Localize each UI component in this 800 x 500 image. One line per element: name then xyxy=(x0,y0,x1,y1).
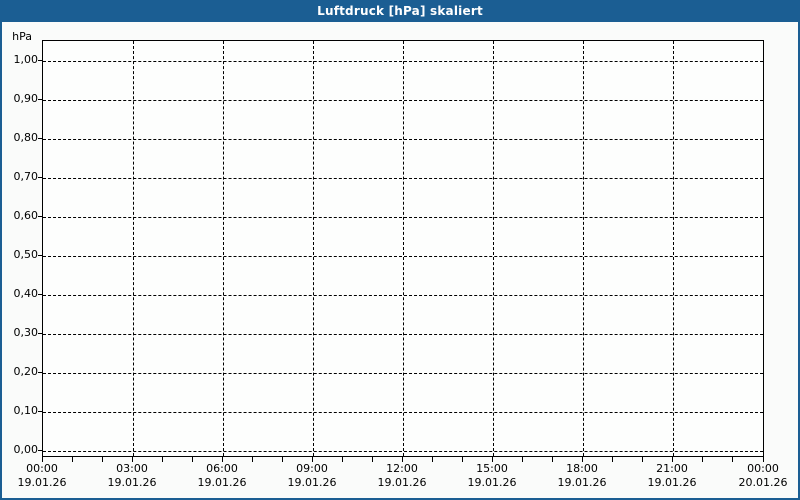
x-tick-mark xyxy=(162,457,163,462)
y-tick-mark xyxy=(38,294,43,295)
x-tick-time: 12:00 xyxy=(386,462,418,475)
x-tick-mark xyxy=(522,457,523,462)
x-tick-date: 19.01.26 xyxy=(557,476,607,489)
gridline-vertical xyxy=(133,41,134,456)
x-tick-mark xyxy=(42,457,43,462)
x-tick-mark xyxy=(582,457,583,462)
x-tick-label: 03:00 19.01.26 xyxy=(87,462,177,490)
x-tick-time: 00:00 xyxy=(747,462,779,475)
x-tick-mark xyxy=(372,457,373,462)
x-tick-mark xyxy=(72,457,73,462)
x-tick-label: 00:00 20.01.26 xyxy=(718,462,798,490)
y-tick-label: 0,50 xyxy=(13,248,39,261)
y-tick-mark xyxy=(38,450,43,451)
x-tick-mark xyxy=(672,457,673,462)
x-tick-label: 00:00 19.01.26 xyxy=(2,462,87,490)
x-tick-mark xyxy=(192,457,193,462)
x-tick-label: 06:00 19.01.26 xyxy=(177,462,267,490)
y-tick-label: 0,40 xyxy=(13,287,39,300)
x-tick-mark xyxy=(732,457,733,462)
gridline-vertical xyxy=(313,41,314,456)
x-tick-date: 19.01.26 xyxy=(17,476,67,489)
y-tick-label: 1,00 xyxy=(13,53,39,66)
y-tick-label: 0,60 xyxy=(13,209,39,222)
x-tick-label: 18:00 19.01.26 xyxy=(537,462,627,490)
y-tick-label: 0,90 xyxy=(13,92,39,105)
x-tick-date: 19.01.26 xyxy=(197,476,247,489)
page-title: Luftdruck [hPa] skaliert xyxy=(317,4,483,18)
y-tick-mark xyxy=(38,333,43,334)
x-tick-date: 20.01.26 xyxy=(738,476,788,489)
x-tick-mark xyxy=(102,457,103,462)
y-tick-label: 0,20 xyxy=(13,365,39,378)
x-tick-time: 00:00 xyxy=(26,462,58,475)
x-tick-time: 18:00 xyxy=(566,462,598,475)
x-tick-mark xyxy=(312,457,313,462)
x-tick-mark xyxy=(612,457,613,462)
x-tick-label: 12:00 19.01.26 xyxy=(357,462,447,490)
gridline-vertical xyxy=(673,41,674,456)
x-tick-label: 15:00 19.01.26 xyxy=(447,462,537,490)
gridline-vertical xyxy=(493,41,494,456)
x-tick-label: 09:00 19.01.26 xyxy=(267,462,357,490)
y-tick-label: 0,00 xyxy=(13,443,39,456)
x-tick-label: 21:00 19.01.26 xyxy=(627,462,717,490)
x-tick-mark xyxy=(342,457,343,462)
x-tick-mark xyxy=(462,457,463,462)
y-tick-mark xyxy=(38,99,43,100)
y-tick-mark xyxy=(38,372,43,373)
x-tick-date: 19.01.26 xyxy=(107,476,157,489)
x-tick-time: 06:00 xyxy=(206,462,238,475)
y-tick-mark xyxy=(38,216,43,217)
y-tick-label: 0,10 xyxy=(13,404,39,417)
x-tick-date: 19.01.26 xyxy=(467,476,517,489)
y-tick-label: 0,30 xyxy=(13,326,39,339)
x-tick-mark xyxy=(222,457,223,462)
gridline-vertical xyxy=(223,41,224,456)
x-tick-time: 09:00 xyxy=(296,462,328,475)
y-tick-mark xyxy=(38,177,43,178)
x-tick-date: 19.01.26 xyxy=(287,476,337,489)
x-tick-date: 19.01.26 xyxy=(647,476,697,489)
x-tick-mark xyxy=(642,457,643,462)
x-tick-mark xyxy=(432,457,433,462)
x-tick-mark xyxy=(402,457,403,462)
y-tick-mark xyxy=(38,60,43,61)
gridline-vertical xyxy=(403,41,404,456)
x-tick-mark xyxy=(552,457,553,462)
x-tick-time: 15:00 xyxy=(476,462,508,475)
y-tick-label: 0,70 xyxy=(13,170,39,183)
x-tick-time: 21:00 xyxy=(656,462,688,475)
gridline-vertical xyxy=(583,41,584,456)
chart-canvas: hPa 1,00 0,90 0,80 0,70 0,60 xyxy=(2,24,798,498)
plot-area xyxy=(42,40,764,457)
y-tick-mark xyxy=(38,411,43,412)
y-axis-unit-label: hPa xyxy=(12,30,32,43)
x-tick-mark xyxy=(492,457,493,462)
y-tick-mark xyxy=(38,255,43,256)
x-tick-mark xyxy=(282,457,283,462)
x-tick-mark xyxy=(132,457,133,462)
window-title-bar: Luftdruck [hPa] skaliert xyxy=(2,2,798,22)
x-tick-date: 19.01.26 xyxy=(377,476,427,489)
y-tick-label: 0,80 xyxy=(13,131,39,144)
x-tick-mark xyxy=(702,457,703,462)
x-tick-mark xyxy=(763,457,764,462)
x-tick-mark xyxy=(252,457,253,462)
x-tick-time: 03:00 xyxy=(116,462,148,475)
y-tick-mark xyxy=(38,138,43,139)
